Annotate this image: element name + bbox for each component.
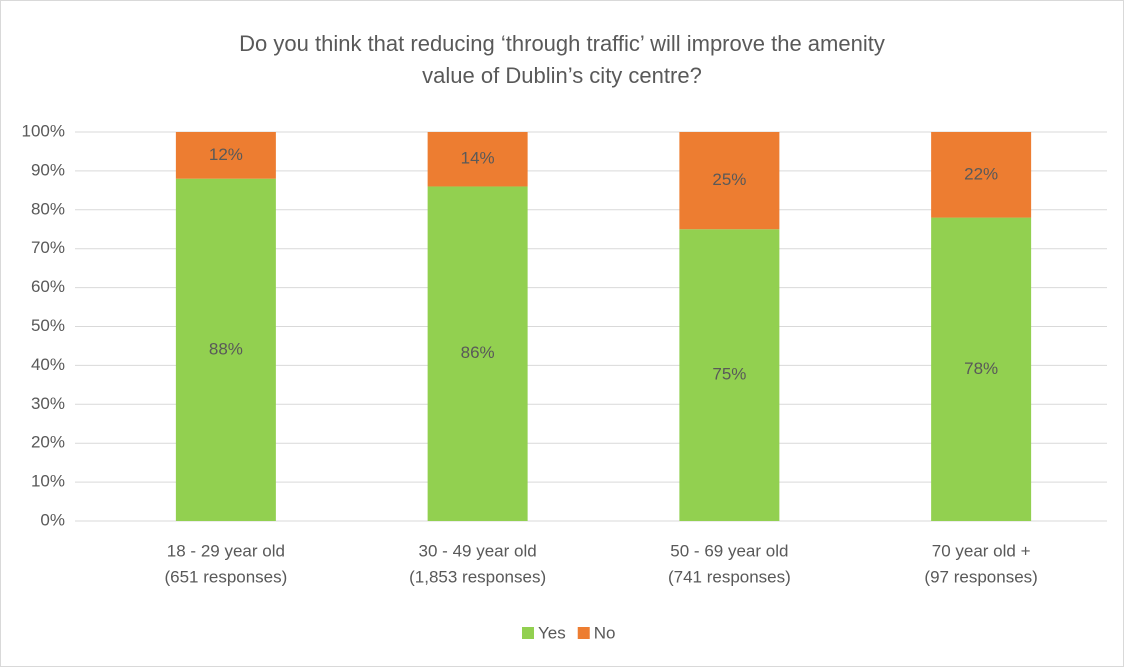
- x-tick-label: (651 responses): [164, 567, 287, 586]
- y-tick-label: 10%: [31, 472, 65, 491]
- bar-segment: [175, 132, 276, 179]
- legend-swatch: [522, 627, 534, 639]
- y-tick-label: 90%: [31, 160, 65, 179]
- x-tick-label: 70 year old +: [932, 541, 1031, 560]
- x-tick-label: (741 responses): [668, 567, 791, 586]
- data-label: 75%: [712, 365, 746, 384]
- y-tick-label: 70%: [31, 238, 65, 257]
- x-tick-label: 50 - 69 year old: [670, 541, 788, 560]
- data-label: 86%: [461, 343, 495, 362]
- y-tick-label: 20%: [31, 433, 65, 452]
- legend-label: Yes: [538, 623, 566, 642]
- bar-segment: [175, 178, 276, 521]
- x-tick-label: 18 - 29 year old: [167, 541, 285, 560]
- data-label: 25%: [712, 170, 746, 189]
- data-label: 14%: [461, 149, 495, 168]
- y-tick-label: 60%: [31, 277, 65, 296]
- x-tick-label: (1,853 responses): [409, 567, 546, 586]
- y-tick-label: 80%: [31, 199, 65, 218]
- x-tick-label: (97 responses): [924, 567, 1037, 586]
- y-tick-label: 40%: [31, 355, 65, 374]
- y-tick-label: 0%: [40, 510, 65, 529]
- bar-segment: [679, 132, 780, 230]
- y-tick-label: 30%: [31, 394, 65, 413]
- bar-segment: [427, 186, 528, 521]
- data-label: 88%: [209, 339, 243, 358]
- y-tick-label: 50%: [31, 316, 65, 335]
- chart-title: Do you think that reducing ‘through traf…: [239, 31, 885, 88]
- bar-segment: [679, 229, 780, 521]
- x-tick-label: 30 - 49 year old: [419, 541, 537, 560]
- bar-segment: [931, 217, 1032, 521]
- data-label: 78%: [964, 359, 998, 378]
- data-label: 22%: [964, 164, 998, 183]
- y-tick-label: 100%: [22, 121, 65, 140]
- bar-segment: [427, 132, 528, 187]
- legend-label: No: [594, 623, 616, 642]
- bar-segment: [931, 132, 1032, 218]
- legend-swatch: [577, 627, 590, 639]
- data-label: 12%: [209, 145, 243, 164]
